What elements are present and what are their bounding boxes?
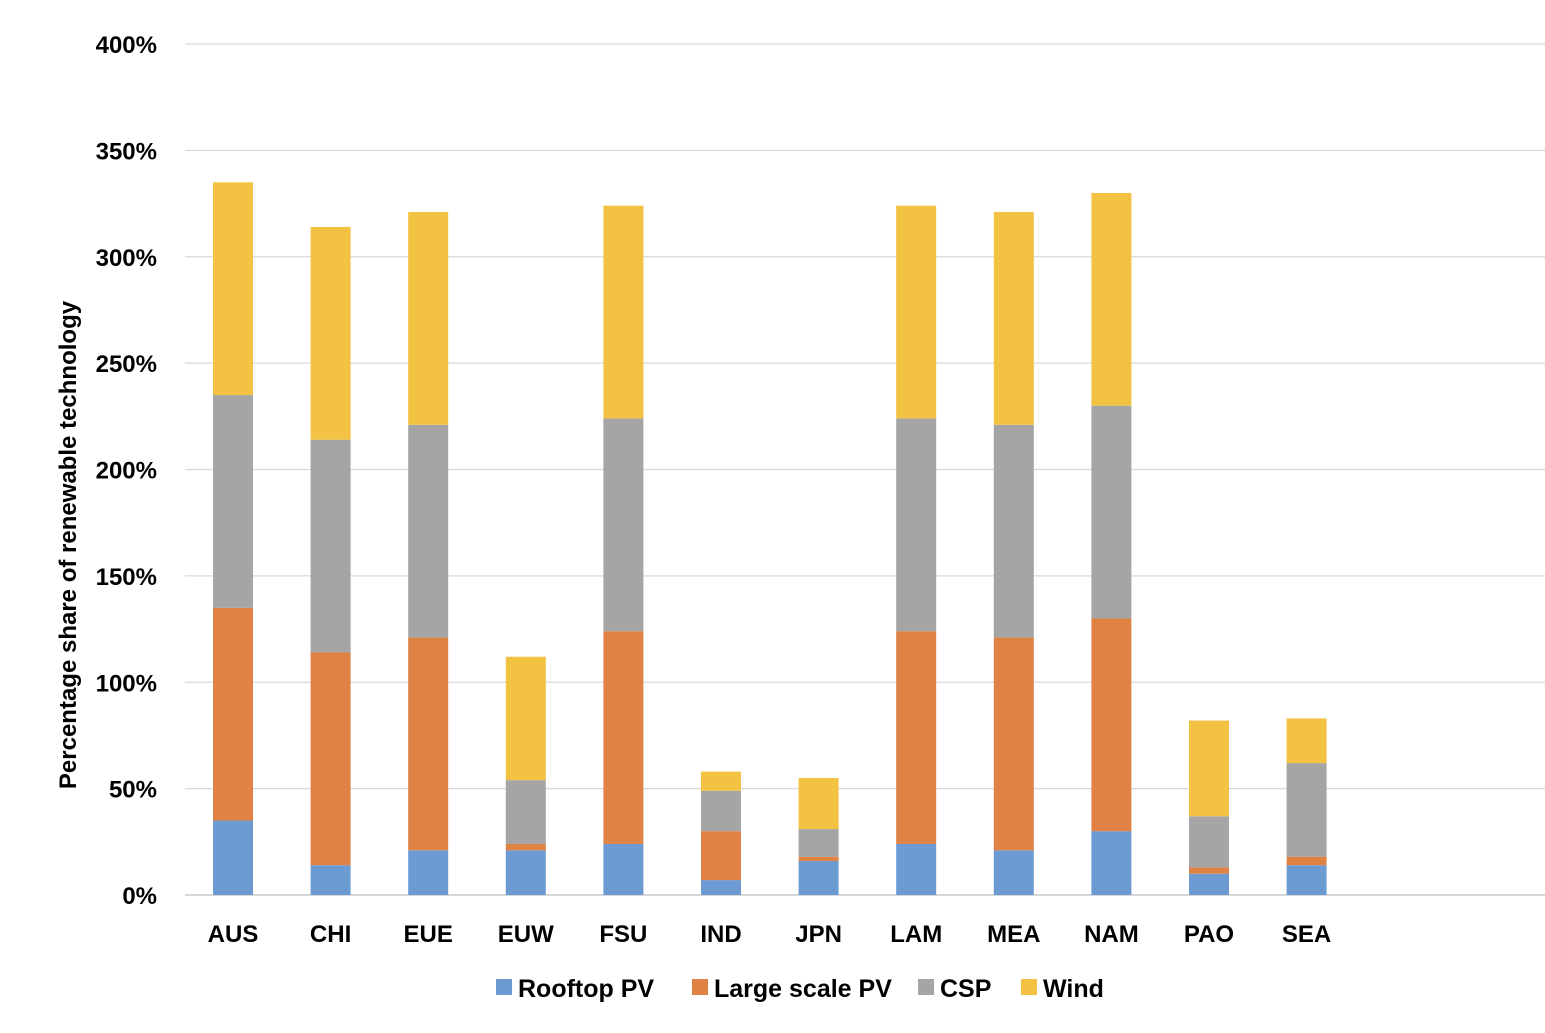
- legend-swatch: [692, 979, 708, 995]
- bars: [213, 182, 1327, 895]
- bar-segment: [505, 780, 546, 844]
- y-tick-label: 0%: [122, 883, 157, 910]
- x-tick-label: SEA: [1282, 921, 1331, 948]
- y-tick-label: 150%: [96, 564, 157, 591]
- bar-segment: [213, 820, 253, 895]
- bar-segment: [310, 439, 351, 653]
- bar-segment: [701, 880, 741, 895]
- y-tick-label: 250%: [96, 351, 157, 378]
- bar-segment: [505, 843, 546, 851]
- bar-segment: [1091, 405, 1132, 619]
- x-axis-ticks: AUS CHI EUE EUW FSU IND JPN LAM MEA NAM PAO SEA: [208, 921, 1332, 948]
- y-tick-label: 200%: [96, 458, 157, 485]
- bar-segment: [310, 652, 351, 866]
- legend-label: CSP: [940, 975, 991, 1003]
- bar-segment: [1286, 718, 1327, 764]
- bar-segment: [408, 212, 449, 425]
- bar-segment: [1286, 865, 1327, 895]
- bar-segment: [701, 831, 741, 881]
- bar-segment: [993, 637, 1034, 851]
- x-tick-label: CHI: [310, 921, 351, 948]
- bar-segment: [603, 631, 644, 844]
- legend-swatch: [1021, 979, 1037, 995]
- x-tick-label: FSU: [599, 921, 647, 948]
- x-tick-label: MEA: [987, 921, 1040, 948]
- bar-segment: [798, 829, 839, 857]
- x-tick-label: IND: [700, 921, 741, 948]
- bar-segment: [798, 777, 839, 830]
- bar-segment: [1091, 618, 1132, 832]
- x-tick-label: EUW: [498, 921, 554, 948]
- bar-segment: [213, 395, 253, 608]
- bar-segment: [213, 607, 253, 821]
- bar-segment: [896, 631, 937, 844]
- bar-segment: [310, 865, 351, 895]
- bar-segment: [798, 856, 839, 861]
- bar-segment: [1189, 816, 1229, 868]
- y-tick-label: 400%: [96, 32, 157, 59]
- bar-segment: [993, 212, 1034, 425]
- bar-segment: [1091, 831, 1132, 895]
- bar-segment: [408, 424, 449, 638]
- bar-segment: [993, 850, 1034, 895]
- legend-label: Rooftop PV: [518, 975, 654, 1003]
- bar-segment: [505, 656, 546, 781]
- x-tick-label: LAM: [890, 921, 942, 948]
- y-tick-label: 50%: [109, 777, 157, 804]
- bar-segment: [701, 790, 741, 832]
- legend-swatch: [918, 979, 934, 995]
- x-tick-label: NAM: [1084, 921, 1139, 948]
- bar-segment: [603, 843, 644, 895]
- bar-segment: [896, 205, 937, 419]
- y-tick-label: 300%: [96, 245, 157, 272]
- legend-swatch: [496, 979, 512, 995]
- y-tick-label: 350%: [96, 138, 157, 165]
- legend: Rooftop PV Large scale PV CSP Wind: [496, 975, 1104, 1003]
- grid-lines: [185, 43, 1545, 896]
- legend-label: Wind: [1043, 975, 1104, 1003]
- bar-segment: [896, 843, 937, 895]
- bar-segment: [1189, 720, 1229, 817]
- bar-segment: [603, 205, 644, 419]
- bar-segment: [896, 418, 937, 632]
- bar-segment: [1286, 763, 1327, 857]
- bar-segment: [993, 424, 1034, 638]
- y-tick-label: 100%: [96, 670, 157, 697]
- bar-segment: [213, 182, 253, 396]
- bar-segment: [1091, 192, 1132, 406]
- bar-segment: [1189, 873, 1229, 895]
- bar-segment: [408, 850, 449, 895]
- bar-segment: [505, 850, 546, 895]
- x-tick-label: AUS: [208, 921, 259, 948]
- bar-segment: [1189, 867, 1229, 874]
- bar-segment: [310, 226, 351, 440]
- x-tick-label: PAO: [1184, 921, 1234, 948]
- x-tick-label: JPN: [795, 921, 842, 948]
- bar-segment: [408, 637, 449, 851]
- bar-segment: [798, 860, 839, 895]
- legend-label: Large scale PV: [714, 975, 892, 1003]
- bar-segment: [701, 771, 741, 791]
- y-axis-label: Percentage share of renewable technology: [55, 300, 82, 789]
- y-axis-ticks: 0% 50% 100% 150% 200% 250% 300% 350% 400%: [96, 32, 157, 910]
- x-tick-label: EUE: [404, 921, 453, 948]
- bar-segment: [1286, 856, 1327, 866]
- bar-segment: [603, 418, 644, 632]
